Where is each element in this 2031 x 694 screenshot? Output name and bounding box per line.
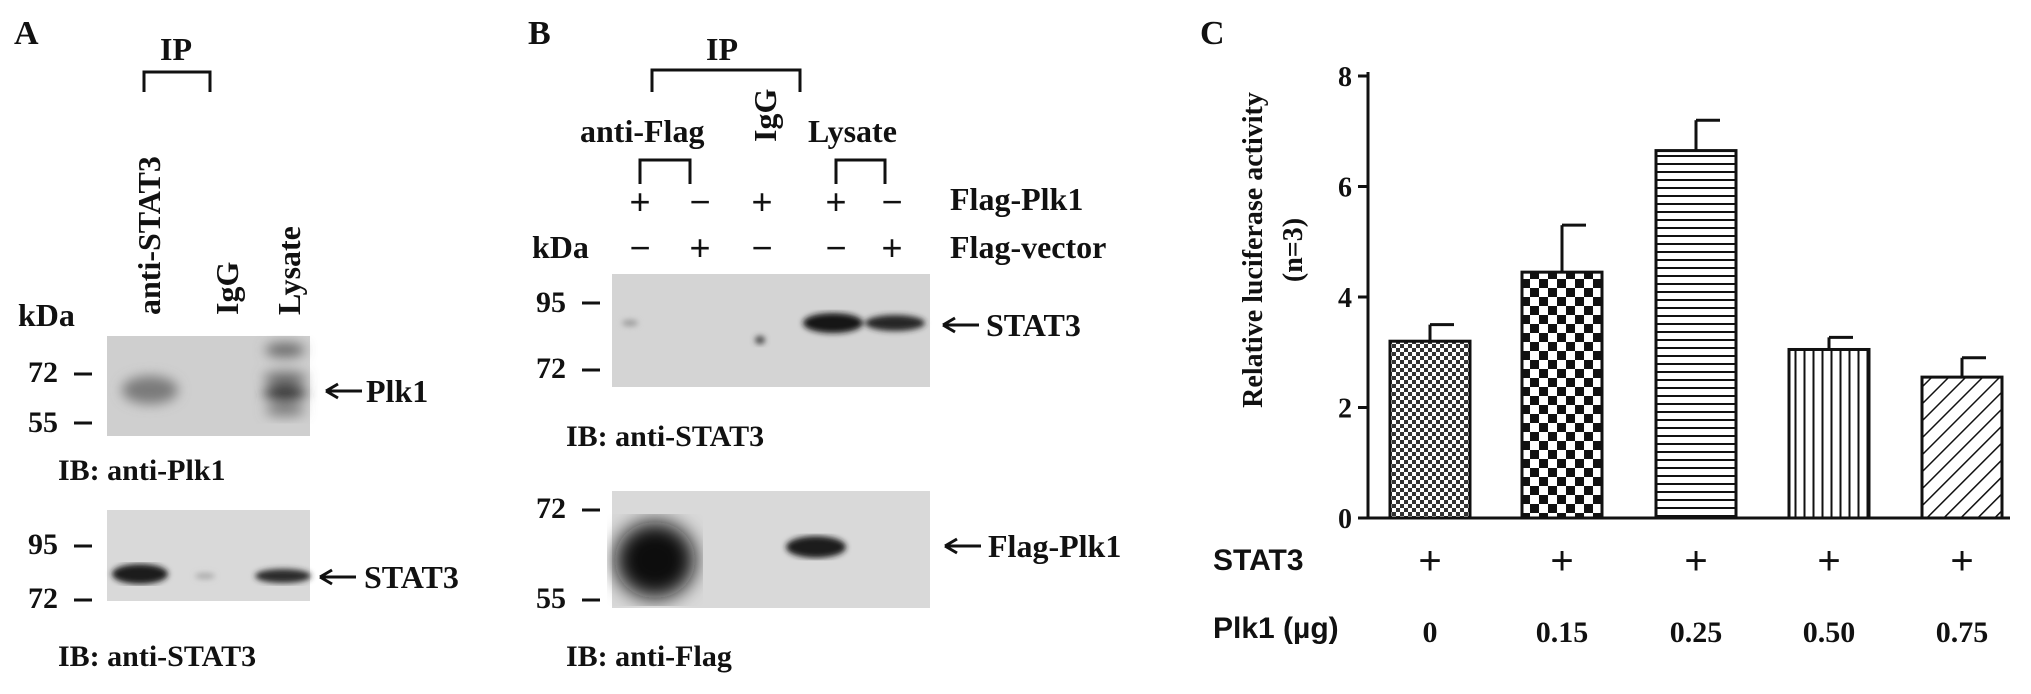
panel-b-blot1-arrow-label: STAT3 (986, 307, 1081, 343)
panel-a-blot1-bands (122, 343, 307, 416)
panel-c-stat3-sign-2: + (1550, 539, 1573, 583)
panel-a-blot2 (107, 510, 310, 601)
panel-c-row-plk1-label: Plk1 (µg) (1213, 612, 1339, 645)
panel-c-plk1-value-1: 0 (1423, 616, 1438, 649)
panel-a-blot1-ib: IB: anti-Plk1 (58, 454, 226, 487)
panel-a-ip-bracket (142, 70, 212, 92)
panel-b-row1-sign-5: − (881, 181, 902, 222)
panel-b-row1-label: Flag-Plk1 (950, 181, 1083, 217)
panel-a-blot2-marker-95: 95 (28, 528, 58, 561)
panel-c-plk1-value-3: 0.25 (1670, 616, 1723, 649)
panel-a-blot1-marker-72: 72 (28, 356, 58, 389)
panel-b-row1-sign-4: + (825, 181, 846, 222)
panel-b-blot1-marker-72: 72 (536, 352, 566, 385)
panel-a-blot2-bands (112, 564, 311, 584)
panel-b-blot1 (612, 274, 930, 387)
panel-b-lysate-bracket (834, 158, 887, 184)
bar-chart: 0 2 4 6 8 (1338, 62, 2010, 535)
panel-b-row1-sign-2: − (689, 181, 710, 222)
panel-b-group-lysate: Lysate (808, 113, 897, 149)
panel-a-blot2-ib: IB: anti-STAT3 (58, 640, 256, 673)
bar-0.50 (1787, 347, 1871, 520)
panel-c-plk1-value-5: 0.75 (1936, 616, 1989, 649)
panel-a-blot1-marker-55: 55 (28, 406, 58, 439)
panel-c: C Relative luciferase activity (n=3) 0 2 4… (1200, 15, 2010, 649)
panel-a-ip-label: IP (160, 31, 192, 67)
panel-a-lane-anti-stat3: anti-STAT3 (131, 156, 167, 315)
panel-b-blot2-arrow-label: Flag-Plk1 (988, 528, 1121, 564)
panel-b-row2-sign-4: − (825, 227, 846, 268)
panel-b-row2-sign-2: + (689, 227, 710, 268)
panel-a-blot1-arrow-label: Plk1 (366, 373, 428, 409)
panel-b-letter: B (528, 15, 551, 52)
panel-b-kda-label: kDa (532, 229, 589, 265)
panel-c-stat3-sign-5: + (1950, 539, 1973, 583)
panel-c-stat3-sign-3: + (1684, 539, 1707, 583)
y-tick-label-4: 4 (1338, 283, 1352, 314)
bar-0.15 (1520, 270, 1604, 520)
panel-b-ip-label: IP (706, 31, 738, 67)
panel-c-stat3-sign-1: + (1418, 539, 1441, 583)
panel-a-kda-label: kDa (18, 297, 75, 333)
chart-ylabel-line1: Relative luciferase activity (1238, 92, 1269, 408)
panel-a-blot2-arrow-label: STAT3 (364, 559, 459, 595)
y-tick-label-8: 8 (1338, 62, 1352, 93)
panel-b-blot1-bands (622, 313, 925, 344)
bar-0.25 (1654, 149, 1738, 520)
panel-b-row2-sign-5: + (881, 227, 902, 268)
panel-b-group-anti-flag: anti-Flag (580, 113, 704, 149)
bar-0 (1388, 339, 1472, 520)
panel-c-plk1-value-4: 0.50 (1803, 616, 1856, 649)
panel-b: B IP anti-Flag IgG Lysate + − + + − Flag… (528, 15, 1121, 673)
panel-a-blot2-marker-72: 72 (28, 582, 58, 615)
panel-b-blot2-bands (615, 522, 846, 598)
panel-b-row2-sign-3: − (751, 227, 772, 268)
bar-0.75 (1920, 375, 2004, 520)
panel-c-row-stat3-label: STAT3 (1213, 544, 1304, 577)
panel-b-row1-sign-3: + (751, 181, 772, 222)
y-tick-label-0: 0 (1338, 504, 1352, 535)
y-tick-label-6: 6 (1338, 173, 1352, 204)
panel-b-ip-bracket (650, 68, 802, 92)
panel-a: A IP anti-STAT3 IgG Lysate kDa 72 55 Plk… (14, 15, 459, 673)
chart-ylabel-line2: (n=3) (1278, 218, 1309, 282)
panel-a-lane-lysate: Lysate (271, 226, 307, 315)
panel-a-letter: A (14, 15, 39, 52)
panel-b-anti-flag-bracket (638, 158, 692, 184)
panel-c-letter: C (1200, 15, 1225, 52)
panel-b-blot2-marker-55: 55 (536, 582, 566, 615)
panel-a-lane-igg: IgG (209, 262, 245, 315)
panel-b-row1-sign-1: + (629, 181, 650, 222)
panel-b-blot1-ib: IB: anti-STAT3 (566, 420, 764, 453)
panel-c-stat3-sign-4: + (1817, 539, 1840, 583)
panel-b-blot2-marker-72: 72 (536, 492, 566, 525)
panel-c-plk1-value-2: 0.15 (1536, 616, 1589, 649)
panel-b-blot2-ib: IB: anti-Flag (566, 640, 732, 673)
y-tick-label-2: 2 (1338, 394, 1352, 425)
panel-b-row2-sign-1: − (629, 227, 650, 268)
panel-b-row2-label: Flag-vector (950, 229, 1106, 265)
panel-b-blot1-marker-95: 95 (536, 286, 566, 319)
panel-b-group-igg: IgG (747, 89, 783, 142)
